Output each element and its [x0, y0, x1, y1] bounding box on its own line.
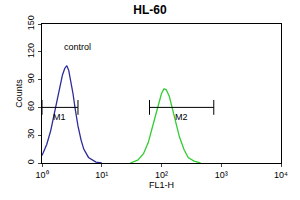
- svg-text:M1: M1: [53, 112, 66, 122]
- svg-text:control: control: [64, 42, 91, 52]
- svg-text:30: 30: [26, 129, 36, 139]
- svg-text:0: 0: [26, 159, 36, 164]
- svg-text:Counts: Counts: [14, 79, 24, 108]
- svg-text:10¹: 10¹: [95, 170, 108, 180]
- svg-text:60: 60: [26, 101, 36, 111]
- svg-text:HL-60: HL-60: [133, 3, 167, 17]
- svg-text:M2: M2: [175, 112, 188, 122]
- svg-text:90: 90: [26, 73, 36, 83]
- svg-text:10³: 10³: [215, 170, 228, 180]
- svg-text:10⁴: 10⁴: [274, 170, 288, 180]
- svg-text:10⁰: 10⁰: [35, 170, 48, 180]
- svg-text:120: 120: [26, 43, 36, 58]
- svg-text:FL1-H: FL1-H: [149, 180, 174, 190]
- svg-text:10²: 10²: [155, 170, 168, 180]
- svg-text:150: 150: [26, 15, 36, 30]
